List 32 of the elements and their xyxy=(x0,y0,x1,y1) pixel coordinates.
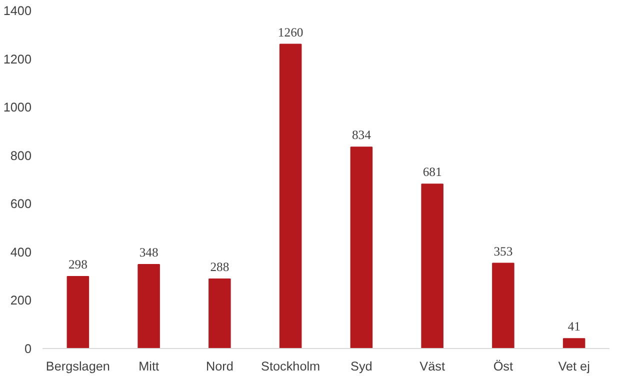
x-tick-label: Bergslagen xyxy=(46,360,110,374)
bar xyxy=(492,262,514,348)
bar xyxy=(421,184,444,348)
data-label: 298 xyxy=(68,258,88,272)
data-label: 288 xyxy=(210,260,230,274)
data-label: 1260 xyxy=(278,25,304,40)
y-tick-label: 1200 xyxy=(3,52,32,66)
y-tick-label: 800 xyxy=(10,148,32,163)
bar xyxy=(350,146,373,348)
y-tick-label: 200 xyxy=(10,294,32,308)
x-tick-label: Mitt xyxy=(138,360,160,374)
bar xyxy=(66,276,90,348)
x-tick-label: Vet ej xyxy=(558,360,590,374)
x-tick-label: Syd xyxy=(350,360,372,374)
data-label: 353 xyxy=(494,244,513,258)
y-tick-label: 1000 xyxy=(3,100,32,115)
data-label: 41 xyxy=(568,320,580,334)
data-label: 834 xyxy=(352,128,372,142)
bar xyxy=(562,338,586,348)
x-tick-label: Stockholm xyxy=(261,360,320,374)
x-tick-label: Öst xyxy=(493,360,514,374)
bar xyxy=(279,44,302,348)
y-tick-label: 1400 xyxy=(3,4,32,18)
bar xyxy=(208,278,231,348)
x-tick-label: Nord xyxy=(206,360,234,374)
y-tick-label: 0 xyxy=(24,342,32,356)
data-label: 348 xyxy=(139,245,158,260)
bar xyxy=(138,264,160,348)
y-tick-label: 600 xyxy=(10,197,32,212)
x-tick-label: Väst xyxy=(420,360,446,374)
data-label: 681 xyxy=(422,165,442,180)
y-tick-label: 400 xyxy=(10,245,32,260)
